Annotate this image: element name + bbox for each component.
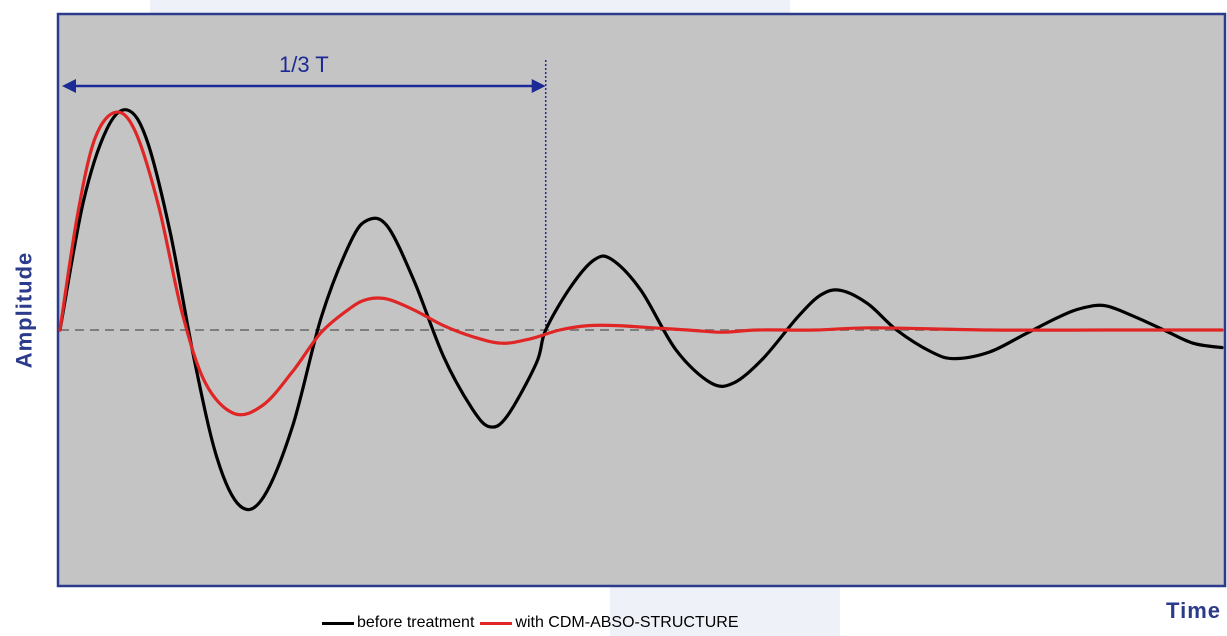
legend: before treatment with CDM-ABSO-STRUCTURE [322,614,739,632]
y-axis-label: Amplitude [11,251,36,369]
period-arrowhead-left [62,79,76,93]
legend-swatch-before [322,621,354,625]
legend-label-with: with CDM-ABSO-STRUCTURE [515,614,739,631]
legend-item-before: before treatment [322,614,474,632]
legend-item-with: with CDM-ABSO-STRUCTURE [480,614,739,632]
series-line-before-treatment [58,108,1224,512]
x-axis-label: Time [1166,598,1221,623]
legend-swatch-with [480,621,513,625]
series-line-with-cdm-abso-structure [58,110,1224,417]
plot-area [56,12,1227,588]
legend-label-before: before treatment [357,614,475,631]
period-arrowhead-right [531,79,546,93]
period-annotation-label: 1/3 T [279,52,329,77]
